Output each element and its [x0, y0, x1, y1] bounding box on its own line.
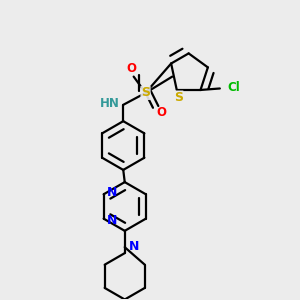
Text: N: N — [107, 186, 117, 199]
Text: S: S — [141, 86, 150, 99]
Text: N: N — [107, 214, 117, 226]
Text: N: N — [128, 240, 139, 253]
Text: Cl: Cl — [227, 81, 240, 94]
Text: O: O — [156, 106, 166, 119]
Text: HN: HN — [100, 98, 120, 110]
Text: S: S — [174, 91, 183, 104]
Text: O: O — [126, 62, 136, 75]
